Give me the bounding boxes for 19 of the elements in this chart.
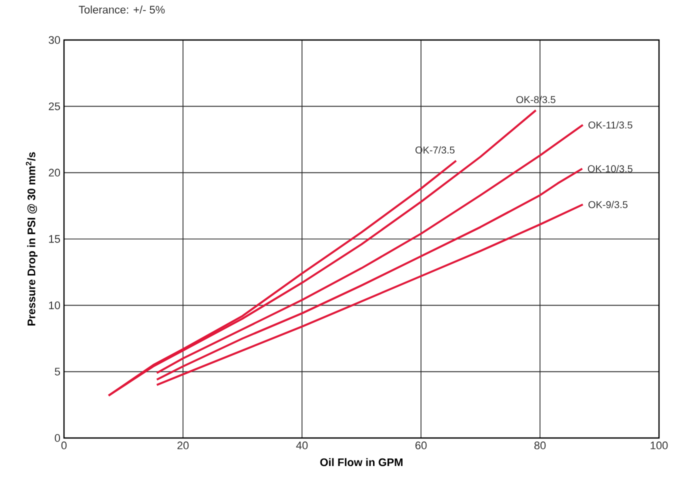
x-tick-label: 40 (296, 442, 308, 450)
x-tick-label: 0 (61, 442, 67, 450)
x-tick-label: 100 (650, 442, 668, 450)
y-tick-label: 20 (48, 168, 60, 177)
x-tick-label: 80 (534, 442, 546, 450)
y-axis-title: Pressure Drop in PSI @ 30 mm$^{2}$/s (26, 152, 38, 326)
y-tick-label: 25 (48, 102, 60, 110)
y-tick-label: 0 (54, 434, 60, 442)
series-label: OK-10/3.5 (588, 165, 632, 172)
x-tick-label: 60 (415, 442, 427, 450)
text: Tolerance: +/- 5% (78, 6, 165, 14)
y-tick-label: 15 (49, 235, 60, 243)
series-label: OK-11/3.5 (588, 121, 632, 129)
y-tick-label: 5 (54, 368, 60, 376)
x-tick-label: 20 (177, 442, 189, 450)
y-tick-label: 10 (49, 301, 60, 310)
series-label: OK-9/3.5 (588, 200, 628, 208)
y-tick-label: 30 (48, 36, 60, 44)
x-axis-title: Oil Flow in GPM (320, 458, 402, 466)
